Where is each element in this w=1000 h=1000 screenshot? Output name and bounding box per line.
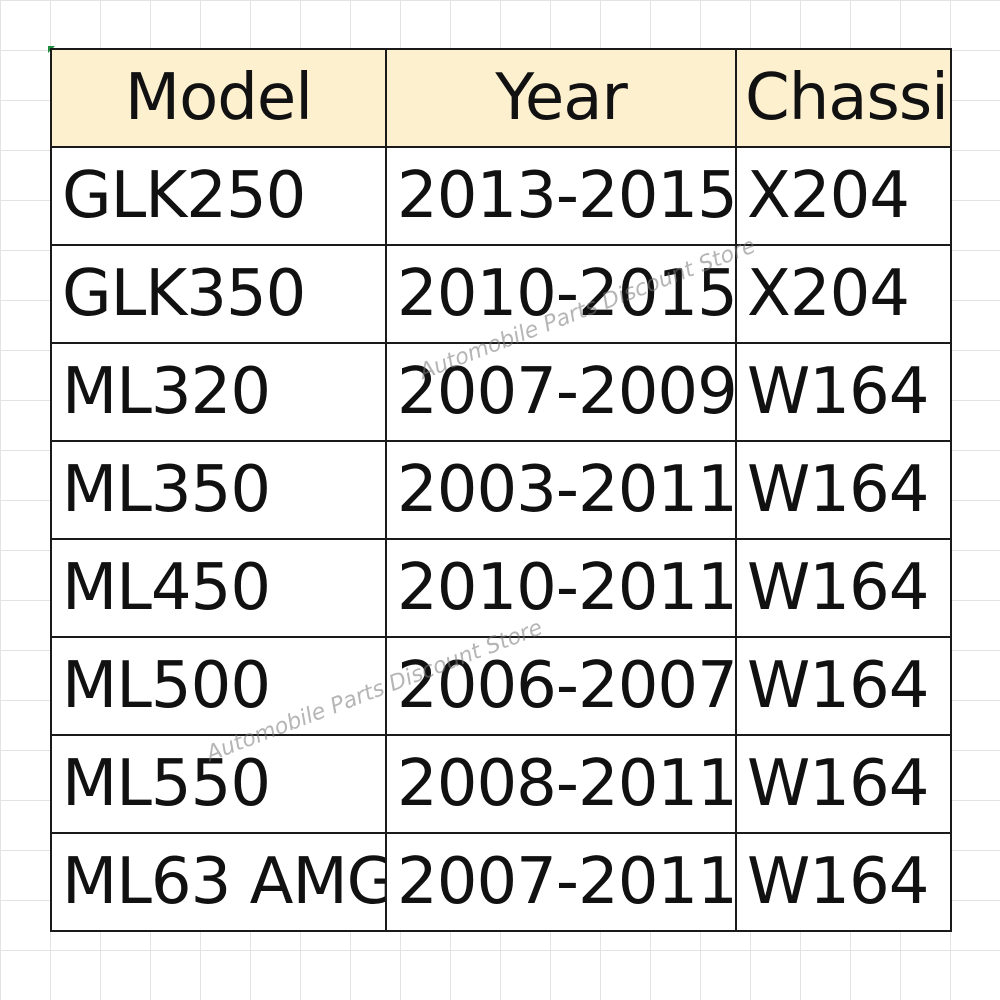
table-row: ML320 2007-2009 W164 [50, 342, 952, 442]
cell-model[interactable]: ML63 AMG [50, 832, 387, 932]
cell-chassis[interactable]: X204 [735, 146, 952, 246]
cell-model[interactable]: ML320 [50, 342, 387, 442]
table-row: ML63 AMG 2007-2011 W164 [50, 832, 952, 932]
cell-year[interactable]: 2010-2015 [385, 244, 737, 344]
cell-year[interactable]: 2007-2009 [385, 342, 737, 442]
header-row: Model Year Chassis [50, 48, 952, 148]
cell-year[interactable]: 2007-2011 [385, 832, 737, 932]
compatibility-table: Model Year Chassis GLK250 2013-2015 X204… [50, 48, 952, 932]
header-model[interactable]: Model [50, 48, 387, 148]
cell-chassis[interactable]: W164 [735, 832, 952, 932]
cell-model[interactable]: ML450 [50, 538, 387, 638]
spreadsheet-area: Model Year Chassis GLK250 2013-2015 X204… [50, 48, 952, 948]
table-row: GLK250 2013-2015 X204 [50, 146, 952, 246]
header-chassis[interactable]: Chassis [735, 48, 952, 148]
table-row: ML450 2010-2011 W164 [50, 538, 952, 638]
cell-year[interactable]: 2013-2015 [385, 146, 737, 246]
cell-chassis[interactable]: W164 [735, 734, 952, 834]
cell-model[interactable]: GLK250 [50, 146, 387, 246]
table-row: ML550 2008-2011 W164 [50, 734, 952, 834]
cell-chassis[interactable]: W164 [735, 636, 952, 736]
cell-model[interactable]: ML550 [50, 734, 387, 834]
table-row: GLK350 2010-2015 X204 [50, 244, 952, 344]
cell-chassis[interactable]: W164 [735, 342, 952, 442]
cell-year[interactable]: 2008-2011 [385, 734, 737, 834]
cell-chassis[interactable]: W164 [735, 538, 952, 638]
cell-chassis[interactable]: X204 [735, 244, 952, 344]
cell-model[interactable]: ML350 [50, 440, 387, 540]
table-row: ML350 2003-2011 W164 [50, 440, 952, 540]
cell-year[interactable]: 2010-2011 [385, 538, 737, 638]
cell-chassis[interactable]: W164 [735, 440, 952, 540]
cell-year[interactable]: 2003-2011 [385, 440, 737, 540]
cell-model[interactable]: ML500 [50, 636, 387, 736]
cell-model[interactable]: GLK350 [50, 244, 387, 344]
header-year[interactable]: Year [385, 48, 737, 148]
cell-year[interactable]: 2006-2007 [385, 636, 737, 736]
table-row: ML500 2006-2007 W164 [50, 636, 952, 736]
